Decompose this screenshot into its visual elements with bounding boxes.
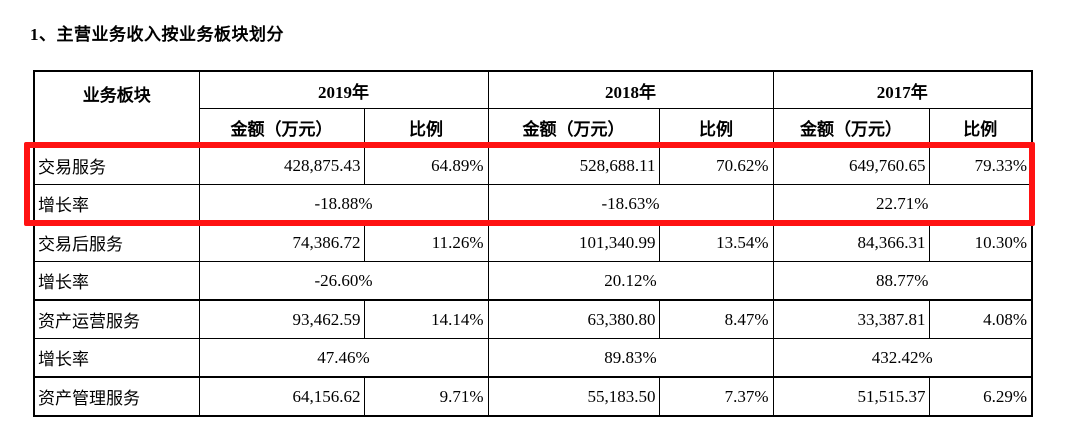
table-row-growth-rate: 增长率 47.46% 89.83% 432.42% [33, 338, 1033, 378]
ratio-2019: 11.26% [363, 222, 489, 262]
amount-2019: 93,462.59 [198, 299, 365, 339]
ratio-2019: 9.71% [363, 376, 489, 417]
growth-2019: 47.46% [198, 338, 489, 378]
ratio-2018: 13.54% [658, 222, 774, 262]
col-header-ratio-2017: 比例 [928, 108, 1033, 147]
row-label: 交易服务 [33, 145, 200, 185]
ratio-2017: 10.30% [928, 222, 1033, 262]
col-header-year-2017: 2017年 [772, 70, 1033, 109]
ratio-2018: 7.37% [658, 376, 774, 417]
table-row-trading-services: 交易服务 428,875.43 64.89% 528,688.11 70.62%… [33, 145, 1033, 185]
row-label: 交易后服务 [33, 222, 200, 262]
amount-2017: 84,366.31 [772, 222, 930, 262]
amount-2017: 51,515.37 [772, 376, 930, 417]
growth-2017: 22.71% [772, 184, 1033, 224]
row-label: 增长率 [33, 261, 200, 301]
growth-2018: 89.83% [487, 338, 774, 378]
amount-2017: 649,760.65 [772, 145, 930, 185]
amount-2018: 101,340.99 [487, 222, 660, 262]
table-row-growth-rate: 增长率 -18.88% -18.63% 22.71% [33, 184, 1033, 224]
ratio-2018: 8.47% [658, 299, 774, 339]
growth-2019: -18.88% [198, 184, 489, 224]
growth-2018: -18.63% [487, 184, 774, 224]
amount-2019: 428,875.43 [198, 145, 365, 185]
col-header-ratio-2019: 比例 [363, 108, 489, 147]
amount-2019: 74,386.72 [198, 222, 365, 262]
amount-2018: 63,380.80 [487, 299, 660, 339]
growth-2017: 432.42% [772, 338, 1033, 378]
col-header-year-2019: 2019年 [198, 70, 489, 109]
header-row-years: 业务板块 2019年 2018年 2017年 [33, 70, 1033, 147]
page-title: 1、主营业务收入按业务板块划分 [30, 25, 284, 44]
col-header-year-2018: 2018年 [487, 70, 774, 109]
amount-2019: 64,156.62 [198, 376, 365, 417]
growth-2019: -26.60% [198, 261, 489, 301]
row-label: 资产管理服务 [33, 376, 200, 417]
growth-2018: 20.12% [487, 261, 774, 301]
row-label: 资产运营服务 [33, 299, 200, 339]
table-row-growth-rate: 增长率 -26.60% 20.12% 88.77% [33, 261, 1033, 301]
col-header-amount-2018: 金额（万元） [487, 108, 660, 147]
ratio-2019: 64.89% [363, 145, 489, 185]
row-label: 增长率 [33, 338, 200, 378]
col-header-amount-2019: 金额（万元） [198, 108, 365, 147]
col-header-segment: 业务板块 [33, 70, 200, 147]
revenue-by-segment-table: 业务板块 2019年 2018年 2017年 金额（万元） 比例 金额（万元） … [33, 70, 1033, 417]
table-row-asset-operation-services: 资产运营服务 93,462.59 14.14% 63,380.80 8.47% … [33, 299, 1033, 339]
ratio-2019: 14.14% [363, 299, 489, 339]
ratio-2017: 79.33% [928, 145, 1033, 185]
table-row-post-trading-services: 交易后服务 74,386.72 11.26% 101,340.99 13.54%… [33, 222, 1033, 262]
amount-2018: 528,688.11 [487, 145, 660, 185]
ratio-2017: 4.08% [928, 299, 1033, 339]
row-label: 增长率 [33, 184, 200, 224]
header-row-measures: 金额（万元） 比例 金额（万元） 比例 金额（万元） 比例 [34, 108, 1033, 147]
amount-2018: 55,183.50 [487, 376, 660, 417]
growth-2017: 88.77% [772, 261, 1033, 301]
col-header-amount-2017: 金额（万元） [772, 108, 930, 147]
ratio-2018: 70.62% [658, 145, 774, 185]
ratio-2017: 6.29% [928, 376, 1033, 417]
table-row-asset-management-services: 资产管理服务 64,156.62 9.71% 55,183.50 7.37% 5… [33, 376, 1033, 417]
col-header-ratio-2018: 比例 [658, 108, 774, 147]
amount-2017: 33,387.81 [772, 299, 930, 339]
